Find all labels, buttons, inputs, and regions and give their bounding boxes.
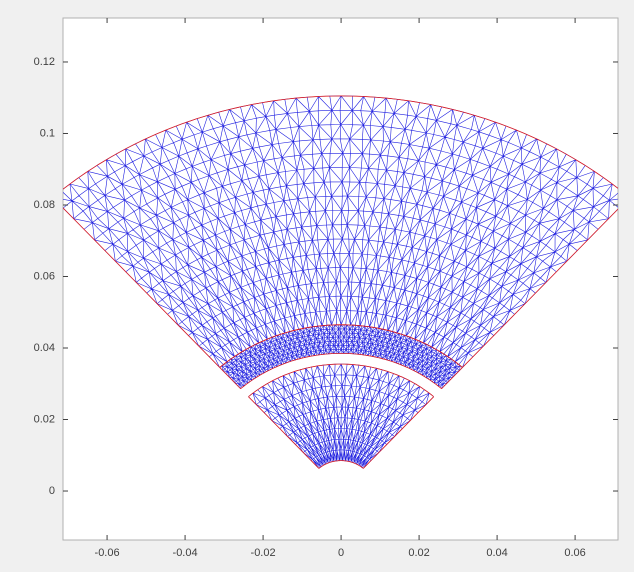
y-tick-label: 0.12 bbox=[34, 56, 55, 68]
y-tick-label: 0.02 bbox=[34, 413, 55, 425]
x-tick-label: 0.04 bbox=[486, 547, 507, 559]
x-tick-label: -0.04 bbox=[173, 547, 198, 559]
region-boundary bbox=[248, 363, 435, 469]
x-tick-label: 0.02 bbox=[408, 547, 429, 559]
region-boundary bbox=[63, 95, 618, 368]
x-tick-label: -0.06 bbox=[95, 547, 120, 559]
y-tick-label: 0.08 bbox=[34, 199, 55, 211]
plot-area bbox=[63, 95, 618, 469]
x-tick-label: 0.06 bbox=[564, 547, 585, 559]
y-tick-label: 0.1 bbox=[40, 127, 55, 139]
x-tick-label: -0.02 bbox=[251, 547, 276, 559]
x-tick-label: 0 bbox=[338, 547, 344, 559]
y-tick-label: 0.04 bbox=[34, 342, 55, 354]
y-tick-label: 0 bbox=[49, 485, 55, 497]
y-tick-label: 0.06 bbox=[34, 270, 55, 282]
